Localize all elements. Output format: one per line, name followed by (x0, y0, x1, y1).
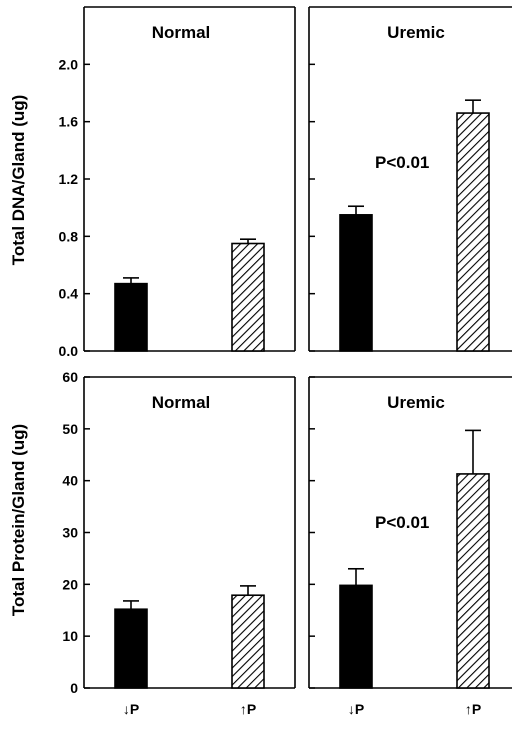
significance-annotation: P<0.01 (375, 153, 429, 172)
y-tick-label: 10 (62, 628, 78, 644)
bar-high-p (456, 473, 490, 689)
y-tick-label: 30 (62, 525, 78, 541)
significance-annotation: P<0.01 (375, 513, 429, 532)
protein-ylabel: Total Protein/Gland (ug) (9, 424, 28, 616)
y-tick-label: 1.6 (59, 114, 79, 130)
y-tick-label: 0.0 (59, 343, 79, 359)
category-label: ↑P (465, 701, 481, 717)
category-label: ↑P (240, 701, 256, 717)
y-tick-label: 1.2 (59, 171, 79, 187)
dna-chart: Total DNA/Gland (ug) 0.0 0.4 0.8 1.2 1.6 2.0 N… (9, 6, 512, 359)
bar-high-p (231, 594, 265, 689)
y-tick-label: 50 (62, 421, 78, 437)
y-tick-label: 0.4 (59, 286, 79, 302)
y-tick-label: 20 (62, 576, 78, 592)
panel-title: Normal (152, 393, 211, 412)
dna-ylabel: Total DNA/Gland (ug) (9, 95, 28, 266)
bar-low-p (339, 214, 373, 352)
panel-title: Uremic (387, 393, 445, 412)
y-tick-label: 0.8 (59, 228, 79, 244)
panel-title: Normal (152, 23, 211, 42)
y-tick-label: 60 (62, 369, 78, 385)
protein-axes: 0 10 20 30 40 50 60 Normal ↓P ↑P Uremic P<0.01 ↓P ↑P (62, 369, 512, 717)
bar-high-p (231, 242, 265, 352)
y-tick-label: 2.0 (59, 56, 79, 72)
y-tick-label: 0 (70, 680, 78, 696)
category-label: ↓P (348, 701, 364, 717)
bar-low-p (114, 282, 148, 352)
bar-low-p (339, 584, 373, 689)
bar-low-p (114, 608, 148, 689)
bar-high-p (456, 112, 490, 352)
category-label: ↓P (123, 701, 139, 717)
protein-chart: Total Protein/Gland (ug) 0 10 20 30 40 50 60 No… (9, 369, 512, 717)
panel-title: Uremic (387, 23, 445, 42)
dna-axes: 0.0 0.4 0.8 1.2 1.6 2.0 Normal Uremic P<0.01 (59, 6, 512, 359)
y-tick-label: 40 (62, 473, 78, 489)
